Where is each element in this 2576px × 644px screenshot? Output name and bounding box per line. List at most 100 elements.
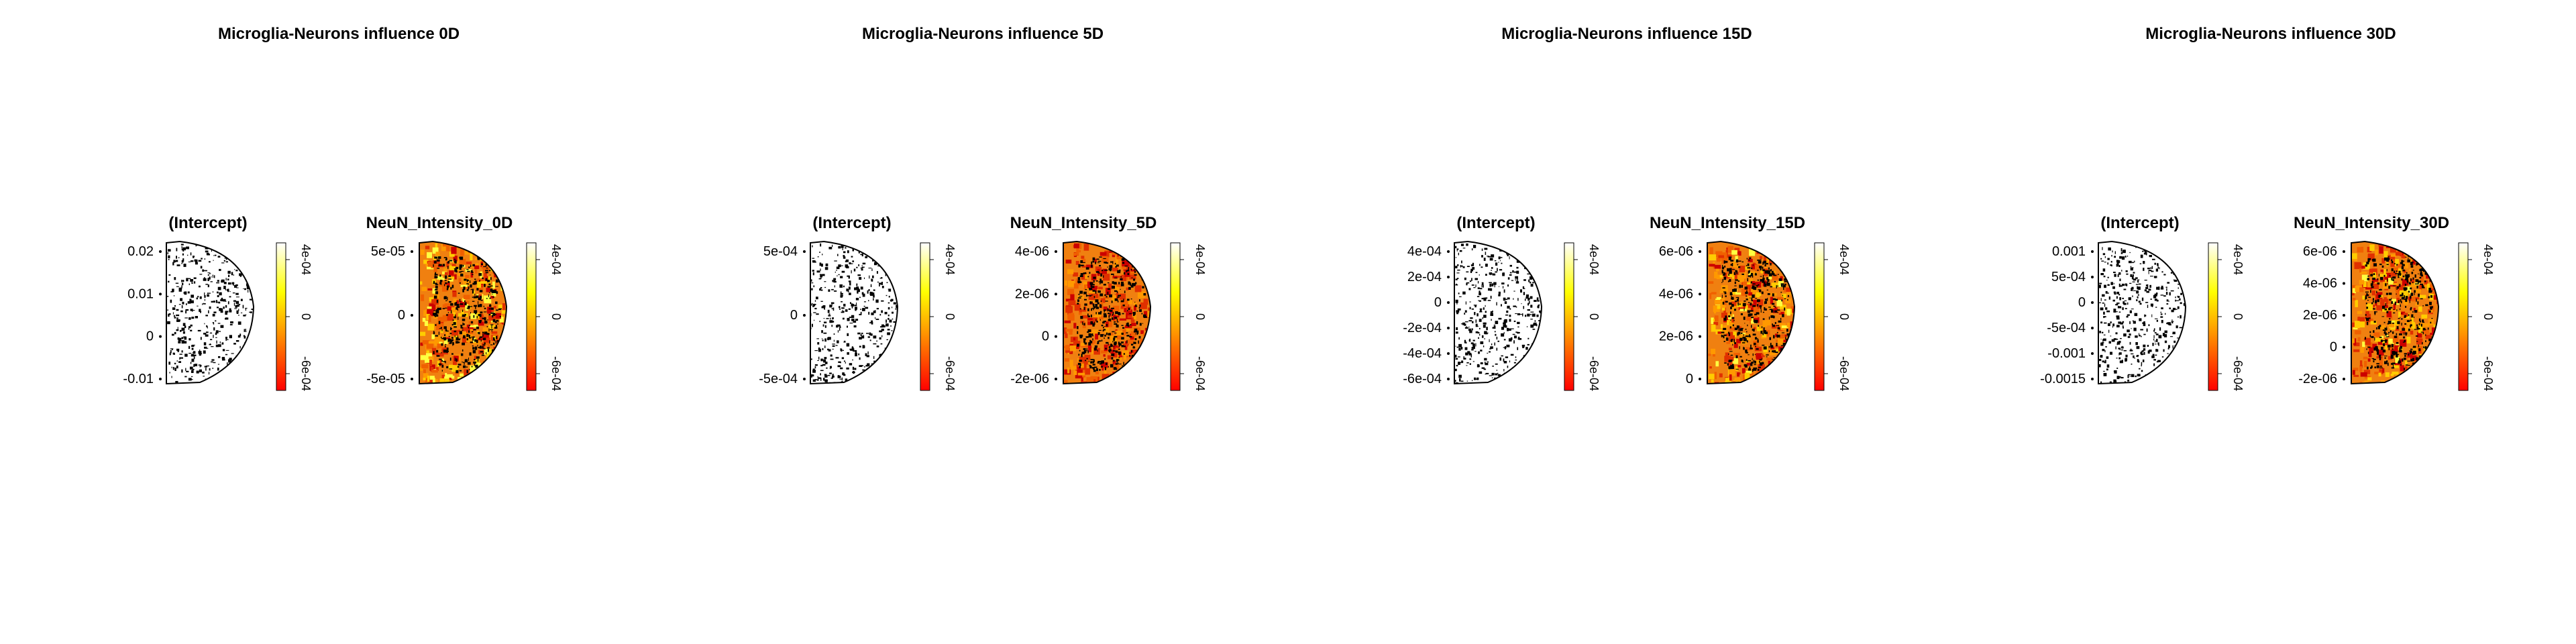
- section-3-intercept-colorbar: [2208, 242, 2218, 391]
- section-2-intercept-y-tick-label: 4e-04: [1407, 244, 1442, 259]
- section-1-neun-colorbar-tick-label: 0: [1193, 313, 1207, 320]
- section-0-neun-colorbar: [526, 242, 537, 391]
- section-0-neun-colorbar-tick-label: -6e-04: [549, 356, 563, 391]
- section-0-neun-colorbar-tick-label: 4e-04: [549, 244, 563, 275]
- section-2-neun-colorbar-tick-label: 0: [1837, 313, 1851, 320]
- section-2-neun-texture: [1707, 244, 1794, 384]
- section-2-neun-y-tick-label: 0: [1686, 372, 1693, 386]
- section-2-neun-y-tick-label: 6e-06: [1659, 244, 1693, 259]
- section-3-neun-y-tick-mark: [2343, 314, 2345, 317]
- section-0-neun-outline: [419, 240, 508, 385]
- section-2-neun-map: [1707, 240, 1796, 385]
- section-1-intercept-colorbar-tick-label: -6e-04: [943, 356, 957, 391]
- section-1-neun-y-tick-label: 4e-06: [1015, 244, 1049, 259]
- section-2-title: Microglia-Neurons influence 15D: [1501, 25, 1752, 43]
- section-2-intercept-y-tick-label: -6e-04: [1403, 372, 1442, 386]
- section-1-intercept-y-tick-label: 5e-04: [763, 244, 798, 259]
- section-3-intercept-y-tick-mark: [2091, 352, 2094, 355]
- section-2-neun-y-tick-mark: [1699, 378, 1701, 380]
- section-0-intercept-y-tick-mark: [159, 250, 162, 253]
- section-1-neun-y-tick-label: -2e-06: [1010, 372, 1049, 386]
- section-0-intercept-colorbar-tick-label: 0: [299, 313, 313, 320]
- section-0-neun-title: NeuN_Intensity_0D: [366, 214, 513, 232]
- section-2-neun-colorbar: [1814, 242, 1825, 391]
- section-2-intercept-y-tick-mark: [1447, 378, 1450, 380]
- section-2-neun-outline: [1707, 240, 1796, 385]
- section-3-neun-y-tick-label: 2e-06: [2303, 308, 2337, 323]
- section-2-intercept-y-tick-mark: [1447, 250, 1450, 253]
- section-3-intercept-y-tick-label: 5e-04: [2051, 270, 2086, 284]
- section-1-neun-texture: [1063, 243, 1150, 384]
- section-2-neun-y-tick-mark: [1699, 335, 1701, 338]
- section-0-intercept-colorbar-tick-label: -6e-04: [299, 356, 313, 391]
- section-1-intercept-y-tick-label: -5e-04: [759, 372, 798, 386]
- section-2-intercept-region: [1454, 241, 1542, 384]
- section-1-neun-y-tick-mark: [1055, 292, 1057, 296]
- section-3-intercept-y-tick-label: 0.001: [2052, 244, 2086, 259]
- section-1-intercept-outline: [810, 240, 899, 385]
- section-2-intercept-map: [1454, 240, 1543, 385]
- section-1-neun-map: [1063, 240, 1152, 385]
- section-3-neun-title: NeuN_Intensity_30D: [2294, 214, 2449, 232]
- section-3-title: Microglia-Neurons influence 30D: [2145, 25, 2396, 43]
- section-0-intercept-colorbar-tick-label: 4e-04: [299, 244, 313, 275]
- section-2-neun-y-tick-mark: [1699, 292, 1701, 296]
- section-2-intercept-outline: [1454, 240, 1543, 385]
- section-1-title: Microglia-Neurons influence 5D: [862, 25, 1104, 43]
- section-3-intercept-y-tick-mark: [2091, 276, 2094, 278]
- section-2-neun-y-tick-mark: [1699, 250, 1701, 253]
- section-0-intercept-colorbar: [276, 242, 286, 391]
- section-0-intercept-region: [166, 241, 254, 384]
- section-2: Microglia-Neurons influence 15D (Intercep…: [1403, 25, 1851, 391]
- section-2-neun-colorbar-tick-label: 4e-04: [1837, 244, 1851, 275]
- section-0-neun-y-tick-label: 5e-05: [371, 244, 405, 259]
- section-3-neun-y-tick-mark: [2343, 345, 2345, 349]
- figure-root: Microglia-Neurons influence 0D (Intercept…: [123, 25, 2495, 391]
- section-3-intercept-colorbar-tick-label: 0: [2231, 313, 2245, 320]
- section-1-neun-colorbar-tick-label: -6e-04: [1193, 356, 1207, 391]
- section-3-intercept-y-tick-mark: [2091, 378, 2094, 380]
- section-1-intercept-map: [810, 240, 899, 385]
- section-2-intercept-colorbar-tick-label: 0: [1587, 313, 1601, 320]
- section-3-intercept-colorbar-tick-label: -6e-04: [2231, 356, 2245, 391]
- section-0-intercept-y-tick-label: 0: [146, 329, 154, 344]
- section-2-neun-title: NeuN_Intensity_15D: [1650, 214, 1805, 232]
- section-3-neun-colorbar: [2458, 242, 2469, 391]
- section-2-intercept-y-tick-mark: [1447, 301, 1450, 304]
- section-3-intercept-y-tick-label: -0.001: [2047, 346, 2086, 361]
- section-2-intercept-colorbar-tick-label: 4e-04: [1587, 244, 1601, 275]
- section-0-intercept-y-tick-mark: [159, 378, 162, 380]
- section-3: Microglia-Neurons influence 30D (Intercep…: [2040, 25, 2495, 391]
- section-0-intercept-y-tick-label: 0.02: [127, 244, 154, 259]
- section-1-intercept-y-tick-label: 0: [790, 308, 798, 323]
- section-0: Microglia-Neurons influence 0D (Intercept…: [123, 25, 563, 391]
- section-1-neun-outline: [1063, 240, 1152, 385]
- section-3-neun-colorbar-tick-label: -6e-04: [2481, 356, 2495, 391]
- section-0-neun-colorbar-tick-label: 0: [549, 313, 563, 320]
- section-0-title: Microglia-Neurons influence 0D: [218, 25, 460, 43]
- section-3-neun-y-tick-mark: [2343, 282, 2345, 285]
- section-0-intercept-title: (Intercept): [168, 214, 247, 232]
- section-3-intercept-y-tick-label: -0.0015: [2040, 372, 2086, 386]
- section-3-intercept-y-tick-label: -5e-04: [2047, 321, 2086, 335]
- section-3-intercept-y-tick-label: 0: [2078, 295, 2086, 310]
- section-1-neun-y-tick-label: 0: [1042, 329, 1049, 344]
- section-1-neun-colorbar-tick-label: 4e-04: [1193, 244, 1207, 275]
- section-0-intercept-outline: [166, 240, 255, 385]
- section-3-neun-y-tick-mark: [2343, 250, 2345, 253]
- section-1-intercept-colorbar-tick-label: 0: [943, 313, 957, 320]
- section-0-intercept-y-tick-label: 0.01: [127, 286, 154, 301]
- section-2-intercept-y-tick-label: 0: [1434, 295, 1442, 310]
- section-3-neun-y-tick-label: 0: [2330, 340, 2337, 355]
- section-2-intercept-y-tick-label: 2e-04: [1407, 270, 1442, 284]
- section-2-intercept-colorbar-tick-label: -6e-04: [1587, 356, 1601, 391]
- section-3-intercept-y-tick-mark: [2091, 250, 2094, 253]
- section-1-intercept-y-tick-mark: [803, 314, 806, 317]
- section-3-intercept-colorbar-tick-label: 4e-04: [2231, 244, 2245, 275]
- section-0-neun-y-tick-mark: [411, 314, 413, 317]
- section-2-intercept-y-tick-mark: [1447, 352, 1450, 355]
- section-1-intercept-colorbar-tick-label: 4e-04: [943, 244, 957, 275]
- section-0-neun-y-tick-mark: [411, 378, 413, 380]
- section-3-neun-colorbar-tick-label: 4e-04: [2481, 244, 2495, 275]
